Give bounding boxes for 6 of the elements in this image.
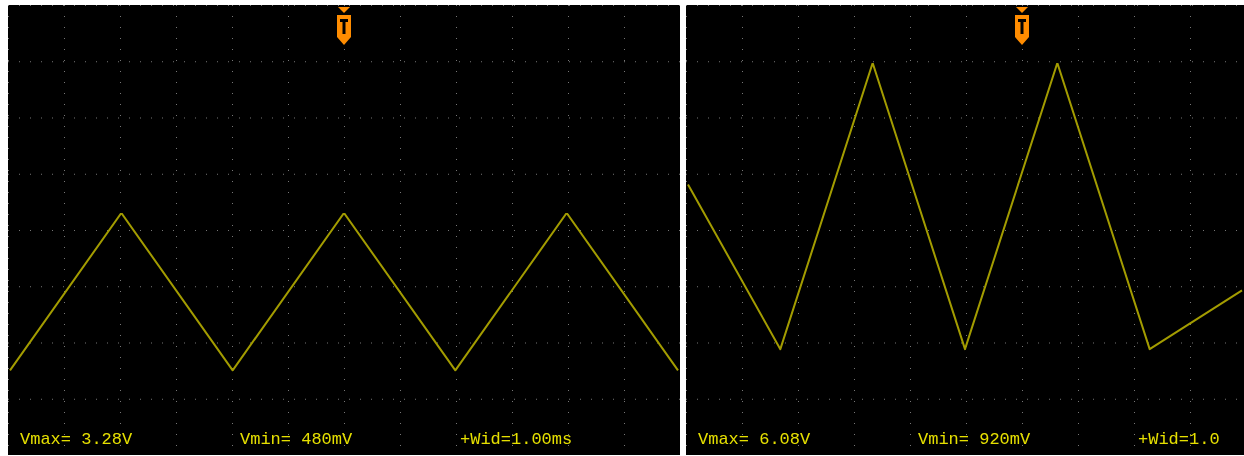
annotation: +Wid=1.0 xyxy=(1138,430,1220,449)
annotation: Vmin= 920mV xyxy=(918,430,1031,449)
annotation: Vmax= 3.28V xyxy=(20,430,133,449)
annotation: +Wid=1.00ms xyxy=(460,430,573,449)
annotation: Vmin= 480mV xyxy=(240,430,353,449)
annotation: Vmax= 6.08V xyxy=(698,430,811,449)
